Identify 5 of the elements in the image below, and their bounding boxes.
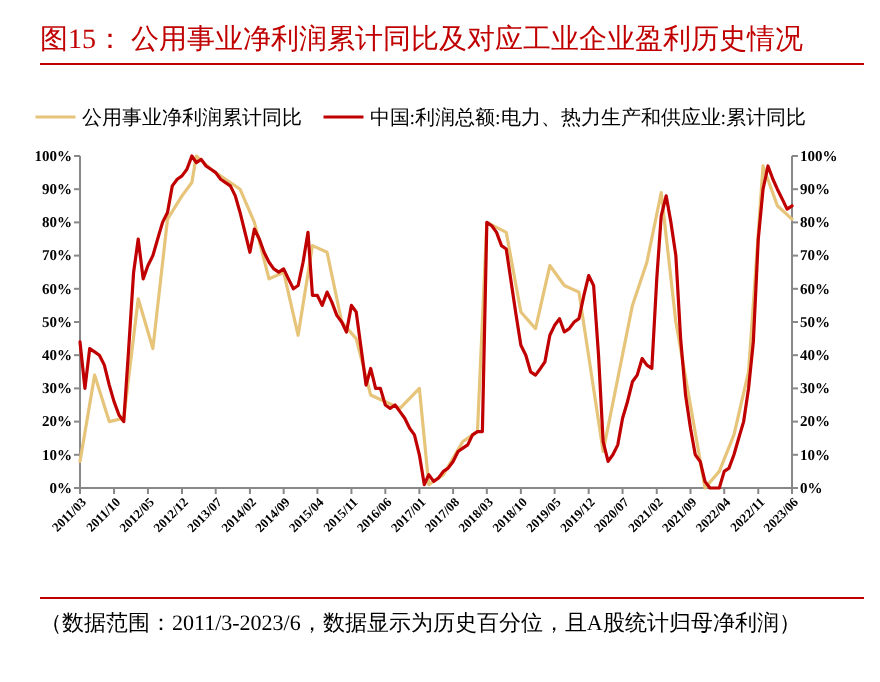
legend-label: 中国:利润总额:电力、热力生产和供应业:累计同比 xyxy=(369,106,807,130)
chart-title: 图15： 公用事业净利润累计同比及对应工业企业盈利历史情况 xyxy=(40,24,803,56)
legend-label: 公用事业净利润累计同比 xyxy=(81,106,302,130)
line-series xyxy=(78,154,794,490)
text: （数据范围：2011/3-2023/6，数据显示为历史百分位，且A股统计归母净利润） xyxy=(40,610,801,636)
